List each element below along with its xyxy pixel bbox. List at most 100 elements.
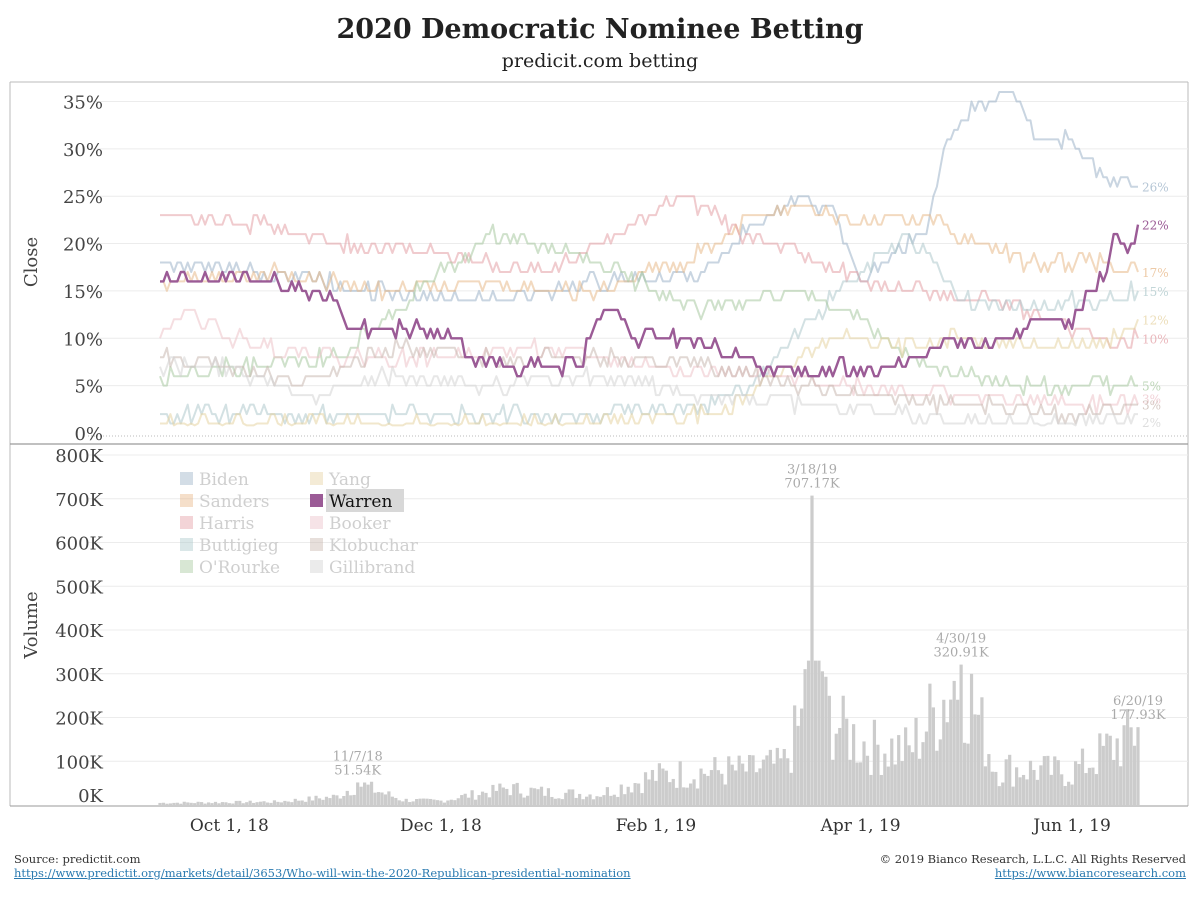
volume-bar (831, 759, 835, 805)
volume-bar (258, 801, 263, 805)
volume-bar (1046, 755, 1050, 805)
volume-bar (1119, 766, 1123, 805)
volume-bar (553, 798, 557, 805)
volume-bar (1042, 756, 1046, 805)
volume-bar (349, 795, 353, 805)
volume-bar (779, 758, 783, 805)
volume-bar (869, 774, 873, 805)
volume-bar (997, 786, 1001, 805)
volume-bar (883, 753, 887, 805)
volume-bar (1025, 779, 1029, 805)
volume-bar (657, 763, 662, 805)
volume-bar (470, 790, 474, 805)
volume-bar (200, 802, 204, 805)
volume-bar (876, 744, 880, 805)
close-tick-label: 10% (63, 329, 103, 350)
volume-bar (1098, 733, 1102, 805)
volume-bar (952, 680, 956, 805)
legend-swatch-yang (310, 472, 323, 485)
volume-bar (1094, 774, 1098, 805)
end-label-gillibrand: 2% (1142, 416, 1161, 430)
legend-label-sanders: Sanders (199, 492, 270, 512)
volume-bar (675, 787, 679, 805)
volume-bar (550, 796, 554, 805)
volume-bar (234, 800, 238, 805)
volume-bar (598, 796, 603, 805)
end-label-booker: 3% (1142, 393, 1161, 407)
volume-bar (768, 749, 772, 805)
volume-bar (640, 793, 644, 805)
volume-bar (1067, 781, 1071, 805)
x-tick-label: Jun 1, 19 (1031, 816, 1110, 836)
legend-swatch-orourke (180, 560, 193, 573)
volume-bar (196, 801, 200, 805)
volume-bar (425, 798, 429, 805)
volume-annotation-value: 707.17K (784, 477, 839, 492)
volume-bar (449, 799, 453, 805)
volume-bar (1039, 765, 1043, 805)
volume-bar (317, 798, 322, 805)
close-tick-label: 20% (63, 235, 103, 256)
volume-bar (897, 735, 901, 805)
end-label-harris: 10% (1142, 332, 1169, 346)
volume-bar (904, 727, 908, 805)
volume-bar (1018, 777, 1022, 805)
volume-bar (310, 800, 315, 805)
volume-bar (605, 787, 609, 805)
source-link[interactable]: https://www.predictit.org/markets/detail… (14, 866, 631, 880)
volume-bar (689, 783, 693, 805)
volume-bar (421, 798, 426, 805)
volume-bar (1080, 748, 1085, 805)
volume-bar (338, 798, 342, 805)
volume-bar (515, 782, 519, 805)
volume-bar (203, 803, 207, 805)
volume-bar (328, 798, 332, 805)
volume-bar (810, 495, 814, 805)
volume-bar (969, 673, 974, 805)
volume-bar (453, 800, 457, 805)
volume-tick-label: 500K (55, 577, 103, 598)
legend-highlight-bg (326, 489, 404, 512)
volume-bar (172, 802, 176, 805)
volume-bar (654, 780, 658, 805)
volume-bar (390, 796, 394, 805)
volume-bar (1004, 759, 1008, 805)
chart-subtitle: predicit.com betting (501, 50, 699, 72)
volume-bar (265, 802, 270, 805)
volume-bar (668, 782, 672, 805)
close-line-booker (159, 308, 1139, 416)
volume-bar (772, 763, 776, 805)
volume-bar (356, 782, 360, 805)
volume-bar (886, 766, 890, 805)
volume-tick-label: 100K (55, 752, 103, 773)
volume-bar (1056, 760, 1060, 805)
volume-bar (973, 714, 977, 805)
volume-bar (803, 669, 807, 805)
volume-bar (1053, 756, 1057, 805)
volume-bar (591, 799, 596, 805)
end-label-buttigieg: 15% (1142, 285, 1169, 299)
volume-bar (536, 789, 540, 805)
end-label-klobuchar: 3% (1142, 399, 1161, 413)
legend-swatch-warren (310, 494, 323, 507)
volume-bar (962, 742, 967, 805)
legend-swatch-harris (180, 516, 193, 529)
volume-bar (872, 719, 877, 805)
volume-bar (491, 784, 495, 805)
volume-bar (862, 741, 866, 805)
volume-bar (248, 800, 252, 805)
close-line-gillibrand (159, 356, 1138, 427)
volume-bar (473, 799, 478, 805)
volume-bar (394, 797, 398, 805)
volume-bar (487, 797, 492, 805)
volume-bar (879, 774, 883, 805)
volume-bar (1108, 735, 1112, 805)
volume-bar (994, 771, 998, 805)
volume-bar (820, 671, 825, 805)
volume-bar (543, 795, 547, 805)
end-label-warren: 22% (1142, 219, 1169, 233)
site-link[interactable]: https://www.biancoresearch.com (994, 866, 1186, 880)
volume-bar (290, 802, 294, 805)
volume-bar (269, 802, 273, 805)
volume-bar (383, 794, 388, 805)
